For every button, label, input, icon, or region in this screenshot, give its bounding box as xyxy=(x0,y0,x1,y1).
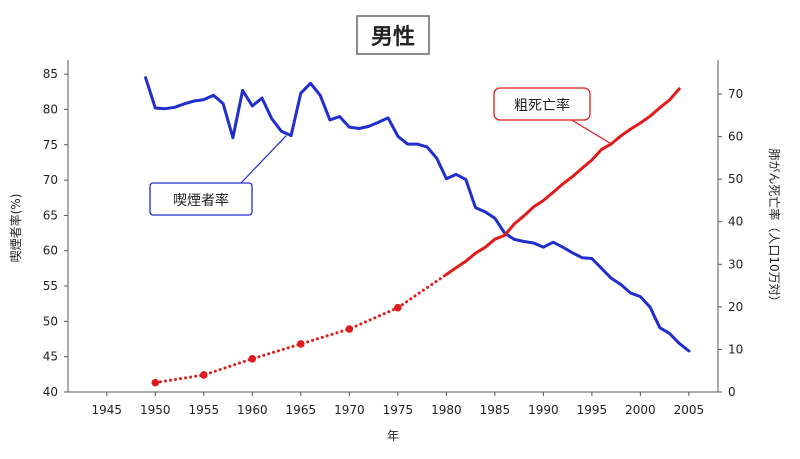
series-line-smoking-rate xyxy=(144,76,691,353)
right-tick-label: 20 xyxy=(728,300,743,314)
annotation-label-smoking: 喫煙者率 xyxy=(173,192,229,209)
right-tick-label: 40 xyxy=(728,215,743,229)
series-line-death-rate xyxy=(444,87,681,276)
x-tick-label: 1955 xyxy=(189,403,220,417)
x-tick-label: 1985 xyxy=(480,403,511,417)
annotation-box-smoking xyxy=(149,182,253,216)
x-tick-label: 1970 xyxy=(334,403,365,417)
annotation-label-death: 粗死亡率 xyxy=(514,97,570,114)
right-axis-title: 肺がん死亡率（人口10万対） xyxy=(767,148,782,307)
annotation-box-death xyxy=(493,87,591,121)
x-tick-label: 1945 xyxy=(92,403,123,417)
left-tick-label: 70 xyxy=(43,173,58,187)
series-line-death-rate-dotted xyxy=(153,273,448,385)
annotation-leader-smoking xyxy=(239,135,287,185)
left-tick-label: 45 xyxy=(43,350,58,364)
data-point-marker xyxy=(394,303,402,312)
left-tick-label: 75 xyxy=(43,138,58,152)
chart-title-group: 男性 xyxy=(356,15,430,55)
left-tick-label: 55 xyxy=(43,279,58,293)
x-tick-label: 1950 xyxy=(140,403,171,417)
left-tick-label: 60 xyxy=(43,244,58,258)
right-tick-label: 60 xyxy=(728,130,743,144)
x-tick-label: 1965 xyxy=(286,403,317,417)
left-tick-label: 50 xyxy=(43,314,58,328)
x-tick-label: 1995 xyxy=(577,403,608,417)
tick-labels: 40 45 50 55 60 65 70 75 80 85 0 10 20 30 40 50 60 70 1945 1… xyxy=(43,67,744,417)
left-tick-label: 85 xyxy=(43,67,58,81)
x-tick-label: 1980 xyxy=(431,403,462,417)
data-point-marker xyxy=(345,325,354,333)
right-tick-label: 10 xyxy=(728,342,743,356)
annotation-leader-death xyxy=(569,118,612,145)
left-axis-title: 喫煙者率(%) xyxy=(8,194,23,263)
data-point-marker xyxy=(151,378,160,387)
right-tick-label: 30 xyxy=(728,257,743,271)
left-tick-label: 80 xyxy=(43,102,58,116)
x-tick-label: 1975 xyxy=(383,403,414,417)
x-tick-label: 1960 xyxy=(237,403,268,417)
data-point-marker xyxy=(200,371,208,379)
annotation-death-rate: 粗死亡率 xyxy=(493,87,612,145)
data-point-marker xyxy=(248,355,257,363)
data-point-marker xyxy=(297,340,305,348)
right-tick-label: 50 xyxy=(728,172,743,186)
right-tick-label: 0 xyxy=(728,385,736,399)
series-layer xyxy=(144,76,691,387)
axes xyxy=(67,60,719,393)
x-axis-title: 年 xyxy=(387,429,399,443)
right-tick-label: 70 xyxy=(728,87,743,101)
title-box xyxy=(356,15,430,55)
x-tick-label: 2005 xyxy=(674,403,705,417)
left-tick-label: 40 xyxy=(43,385,58,399)
x-tick-label: 1990 xyxy=(528,403,559,417)
annotation-smoking-rate: 喫煙者率 xyxy=(149,135,287,216)
x-tick-label: 2000 xyxy=(625,403,656,417)
chart-title: 男性 xyxy=(371,25,415,50)
left-tick-label: 65 xyxy=(43,208,58,222)
